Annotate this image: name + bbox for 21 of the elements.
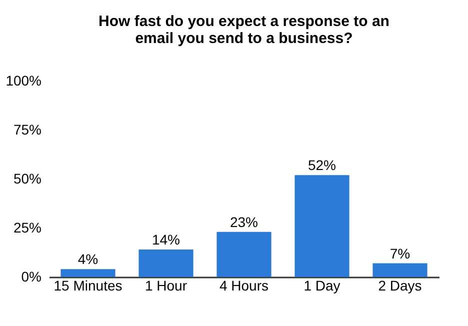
y-tick-label: 100% [6, 72, 42, 88]
y-tick-label: 75% [13, 122, 42, 138]
bar [216, 232, 272, 277]
data-label: 23% [230, 214, 258, 230]
x-tick-label: 1 Day [304, 278, 340, 294]
data-label: 7% [390, 245, 410, 262]
x-tick-label: 2 Days [378, 278, 422, 294]
data-label: 4% [78, 251, 98, 268]
data-label: 14% [152, 232, 180, 248]
y-tick-label: 0% [21, 268, 42, 284]
x-tick-label: 1 Hour [144, 278, 188, 294]
bar [138, 250, 194, 277]
bar [372, 263, 428, 277]
chart-title: How fast do you expect a response to an email you send to a business? [98, 13, 390, 47]
y-tick-label: 50% [13, 170, 42, 186]
y-tick-label: 25% [13, 220, 42, 236]
x-tick-label: 15 Minutes [54, 278, 122, 294]
data-label: 52% [308, 157, 336, 174]
x-tick-label: 4 Hours [219, 278, 269, 294]
bar [294, 175, 350, 277]
bar [60, 269, 116, 277]
